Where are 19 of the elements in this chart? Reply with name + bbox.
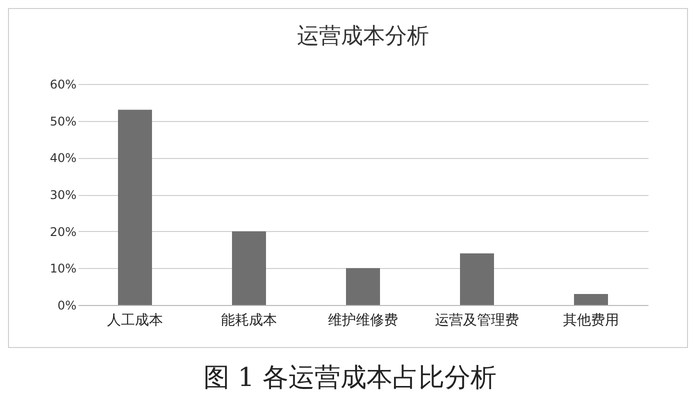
bar: [460, 253, 494, 305]
bar: [346, 268, 380, 305]
x-tick-label: 其他费用: [563, 312, 619, 328]
y-tick-label: 0%: [57, 298, 76, 312]
y-tick-label: 60%: [50, 78, 76, 92]
y-tick-label: 50%: [50, 114, 76, 128]
x-tick-label: 能耗成本: [221, 312, 277, 328]
x-tick-label: 人工成本: [107, 312, 163, 328]
bar: [118, 110, 152, 305]
x-tick-label: 运营及管理费: [435, 312, 519, 328]
bar: [574, 294, 608, 305]
y-tick-label: 10%: [50, 262, 76, 276]
y-tick-label: 20%: [50, 224, 76, 239]
y-tick-label: 40%: [50, 151, 76, 166]
caption: 图 1 各运营成本占比分析: [202, 362, 498, 395]
x-tick-label: 维护维修费: [328, 312, 398, 328]
chart-title: 运营成本分析: [297, 24, 429, 49]
bar: [232, 231, 266, 305]
y-tick-label: 30%: [50, 188, 76, 202]
